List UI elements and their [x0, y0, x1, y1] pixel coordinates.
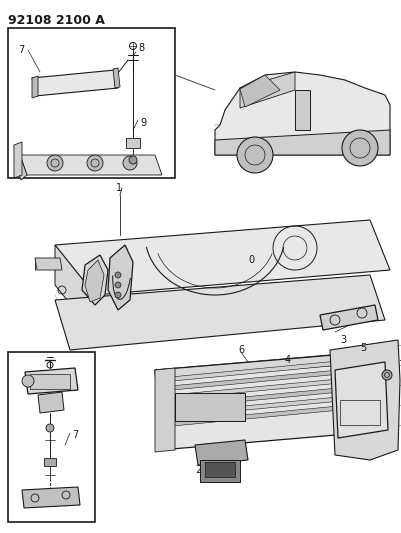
Polygon shape — [55, 220, 389, 295]
Polygon shape — [155, 350, 394, 450]
Polygon shape — [160, 376, 371, 400]
Polygon shape — [38, 392, 64, 413]
Text: 0: 0 — [247, 255, 253, 265]
Polygon shape — [329, 340, 399, 460]
Text: 7: 7 — [18, 45, 24, 55]
Circle shape — [87, 155, 103, 171]
Bar — [126, 138, 140, 148]
Polygon shape — [14, 155, 27, 180]
Polygon shape — [85, 260, 104, 302]
Bar — [8, 352, 95, 522]
Circle shape — [22, 375, 34, 387]
Polygon shape — [108, 245, 133, 310]
Circle shape — [115, 292, 121, 298]
Polygon shape — [239, 72, 294, 108]
Circle shape — [47, 155, 63, 171]
Polygon shape — [160, 394, 371, 418]
Bar — [294, 90, 309, 130]
Text: 8: 8 — [138, 43, 144, 53]
Polygon shape — [160, 367, 371, 391]
Bar — [200, 460, 239, 482]
Polygon shape — [239, 75, 279, 107]
Circle shape — [123, 156, 137, 170]
Circle shape — [115, 282, 121, 288]
Polygon shape — [160, 358, 371, 382]
Polygon shape — [194, 440, 247, 465]
Circle shape — [46, 424, 54, 432]
Circle shape — [341, 130, 377, 166]
Polygon shape — [32, 76, 38, 98]
Polygon shape — [35, 258, 62, 270]
Text: 1: 1 — [116, 183, 122, 193]
Polygon shape — [215, 72, 389, 155]
Polygon shape — [55, 275, 384, 350]
Bar — [30, 374, 70, 389]
Text: 7: 7 — [72, 430, 78, 440]
Polygon shape — [155, 368, 174, 452]
Polygon shape — [160, 385, 371, 409]
Polygon shape — [160, 403, 371, 427]
Bar — [44, 458, 56, 466]
Polygon shape — [14, 142, 22, 178]
Circle shape — [381, 370, 391, 380]
Text: 9: 9 — [140, 118, 146, 128]
Text: 4: 4 — [284, 355, 290, 365]
Polygon shape — [32, 70, 118, 96]
Circle shape — [115, 272, 121, 278]
Bar — [205, 462, 235, 477]
Text: 92108 2100 A: 92108 2100 A — [8, 14, 105, 27]
Bar — [174, 393, 244, 421]
Polygon shape — [215, 130, 389, 155]
Circle shape — [237, 137, 272, 173]
Polygon shape — [25, 368, 78, 394]
Polygon shape — [82, 255, 108, 305]
Bar — [8, 28, 174, 178]
Circle shape — [129, 156, 137, 164]
Bar — [339, 400, 379, 425]
Text: 3: 3 — [339, 335, 345, 345]
Polygon shape — [20, 155, 162, 175]
Text: 6: 6 — [237, 345, 243, 355]
Polygon shape — [113, 68, 120, 88]
Text: 2: 2 — [194, 465, 201, 475]
Text: 5: 5 — [359, 343, 365, 353]
Polygon shape — [319, 305, 377, 330]
Polygon shape — [155, 350, 397, 380]
Polygon shape — [55, 245, 95, 335]
Polygon shape — [334, 362, 387, 438]
Polygon shape — [22, 487, 80, 508]
